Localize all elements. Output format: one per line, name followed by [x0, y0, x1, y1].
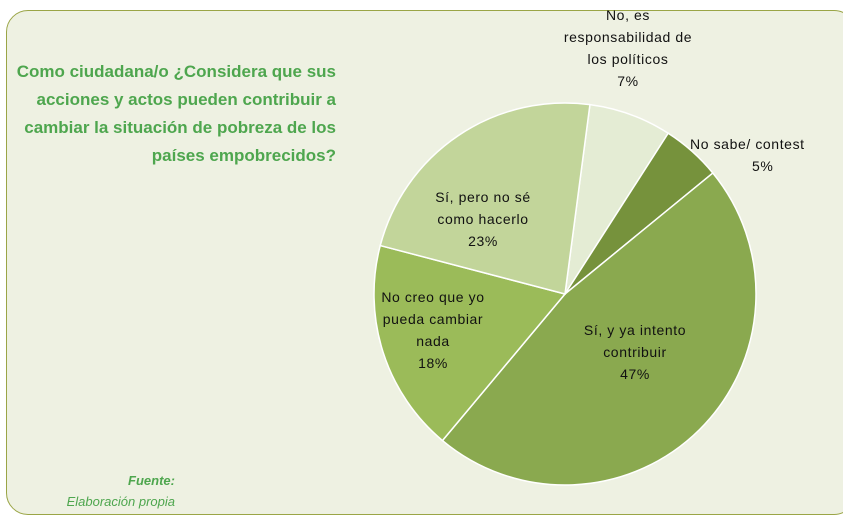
value-label: 18% [418, 355, 448, 371]
slice-label: No, es responsabilidad de los políticos 7… [552, 4, 704, 92]
category-label: Sí, y ya intento contribuir [583, 322, 687, 360]
category-label: No creo que yo pueda cambiar nada [381, 289, 485, 349]
slice-label: No creo que yo pueda cambiar nada 18% [368, 286, 498, 374]
value-label: 23% [468, 233, 498, 249]
chart-title: Como ciudadana/o ¿Considera que sus acci… [16, 62, 336, 165]
slice-label: Sí, y ya intento contribuir 47% [560, 319, 710, 385]
category-label: Sí, pero no sé como hacerlo [435, 189, 531, 227]
source: Elaboración propia [66, 494, 175, 509]
pie-slice [441, 171, 757, 486]
category-label: No, es responsabilidad de los políticos [563, 7, 693, 67]
category-label: No sabe/ contest [690, 136, 805, 152]
pie-slice [379, 102, 591, 295]
value-label: 7% [617, 73, 639, 89]
value-label: 5% [752, 158, 774, 174]
slice-label: No sabe/ contest 5% [690, 133, 843, 177]
pie-slice [373, 244, 567, 442]
value-label: 47% [620, 366, 650, 382]
source-label: Fuente: [128, 473, 175, 488]
slice-label: Sí, pero no sé como hacerlo 23% [418, 186, 548, 252]
